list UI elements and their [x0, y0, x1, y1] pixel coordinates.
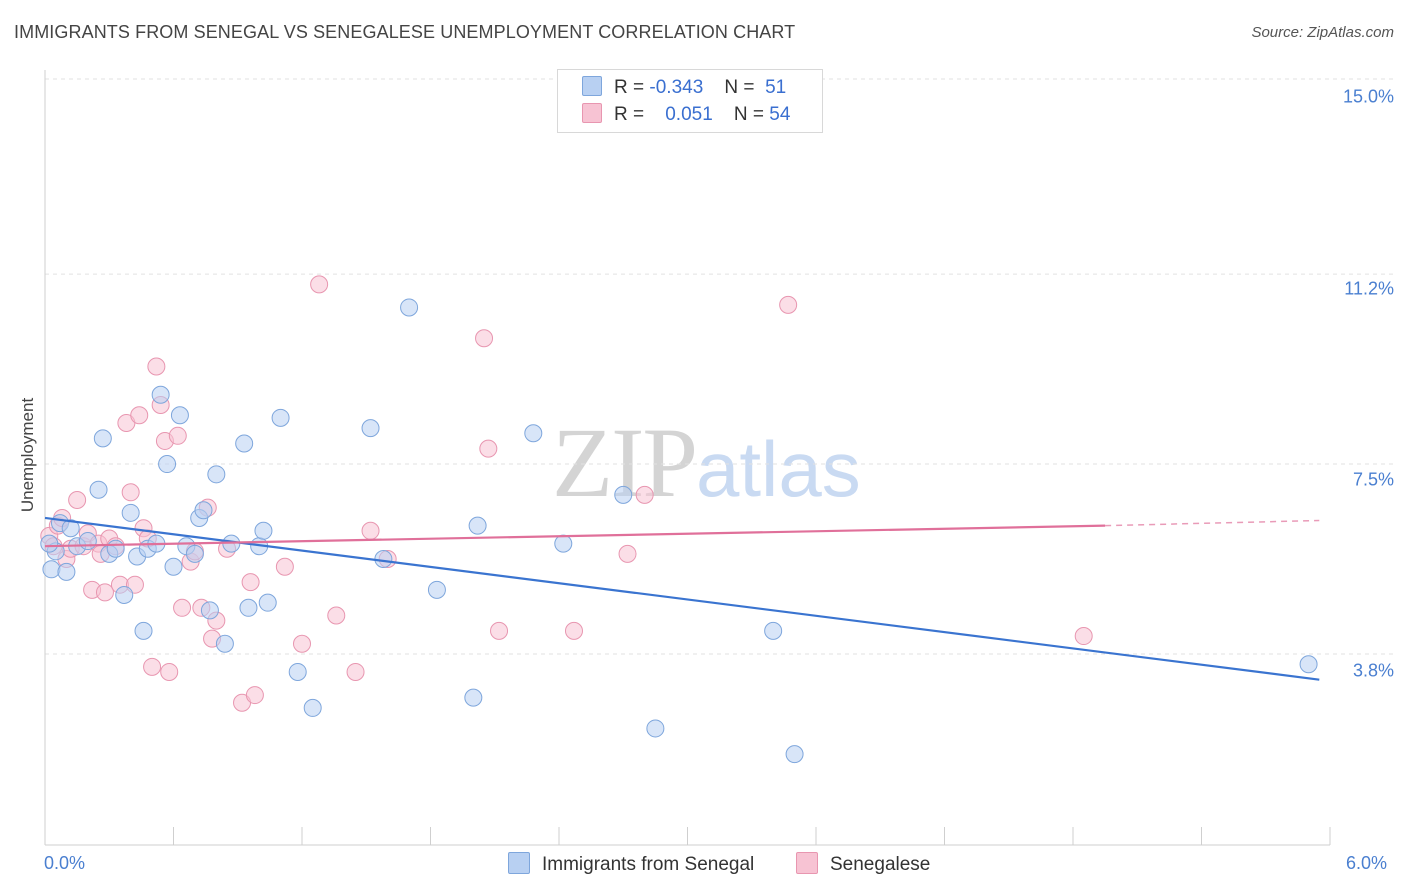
data-point-immigrants	[200, 601, 219, 620]
series-name: Immigrants from Senegal	[542, 854, 755, 875]
data-point-immigrants	[254, 521, 273, 540]
legend-n-value: 54	[769, 104, 791, 125]
data-point-immigrants	[185, 544, 204, 563]
data-point-immigrants	[427, 580, 446, 599]
trend-line-immigrants	[44, 516, 1320, 681]
trend-line-senegalese-extension	[1105, 519, 1320, 527]
data-point-senegalese	[346, 662, 365, 681]
data-point-senegalese	[475, 329, 494, 348]
data-point-immigrants	[170, 406, 189, 425]
data-point-immigrants	[646, 719, 665, 738]
legend-row-blue: R = -0.343 N = 51	[582, 76, 786, 102]
source-label: Source: ZipAtlas.com	[1251, 24, 1394, 41]
data-point-immigrants	[524, 424, 543, 443]
data-point-senegalese	[327, 606, 346, 625]
watermark-atlas: atlas	[696, 425, 861, 513]
bottom-legend-pink: Senegalese	[796, 852, 930, 876]
data-point-senegalese	[479, 439, 498, 458]
data-point-senegalese	[241, 573, 260, 592]
legend-row-pink: R = 0.051 N = 54	[582, 103, 790, 129]
data-point-immigrants	[361, 419, 380, 438]
data-point-immigrants	[239, 598, 258, 617]
data-point-immigrants	[288, 662, 307, 681]
data-point-senegalese	[779, 295, 798, 314]
data-point-immigrants	[303, 698, 322, 717]
legend: R = -0.343 N = 51 R = 0.051 N = 54	[557, 69, 823, 133]
legend-swatch-blue	[582, 76, 602, 96]
data-point-immigrants	[164, 557, 183, 576]
legend-r-value: 0.051	[665, 104, 713, 125]
data-point-senegalese	[121, 483, 140, 502]
data-point-immigrants	[106, 539, 125, 558]
bottom-legend-swatch-blue	[508, 852, 530, 874]
data-point-senegalese	[130, 406, 149, 425]
data-point-senegalese	[635, 485, 654, 504]
data-point-immigrants	[40, 534, 59, 553]
data-point-immigrants	[785, 745, 804, 764]
y-axis-label: Unemployment	[18, 397, 37, 513]
y-tick-label: 7.5%	[1352, 469, 1394, 490]
legend-n-label: N =	[733, 104, 765, 125]
data-point-immigrants	[115, 585, 134, 604]
data-point-senegalese	[160, 662, 179, 681]
data-point-immigrants	[374, 550, 393, 569]
data-point-immigrants	[271, 408, 290, 427]
data-point-immigrants	[89, 480, 108, 499]
y-tick-label: 3.8%	[1352, 660, 1394, 681]
data-point-senegalese	[173, 598, 192, 617]
data-point-immigrants	[61, 519, 80, 538]
legend-n-label: N =	[724, 77, 755, 98]
data-point-immigrants	[134, 621, 153, 640]
data-point-immigrants	[468, 516, 487, 535]
data-point-immigrants	[400, 298, 419, 317]
x-tick-label: 6.0%	[1346, 853, 1388, 873]
data-point-immigrants	[57, 562, 76, 581]
trend-line-senegalese	[44, 524, 1106, 548]
y-tick-label: 15.0%	[1342, 86, 1394, 107]
bottom-legend-swatch-pink	[796, 852, 818, 874]
data-point-immigrants	[151, 385, 170, 404]
data-point-senegalese	[68, 490, 87, 509]
data-point-immigrants	[258, 593, 277, 612]
legend-n-value: 51	[765, 77, 787, 98]
data-point-immigrants	[764, 621, 783, 640]
series-name: Senegalese	[830, 854, 931, 875]
data-point-immigrants	[464, 688, 483, 707]
data-point-immigrants	[1299, 655, 1318, 674]
data-point-immigrants	[42, 560, 61, 579]
legend-r-label: R =	[614, 104, 645, 125]
data-point-immigrants	[235, 434, 254, 453]
data-point-senegalese	[1074, 627, 1093, 646]
y-tick-label: 11.2%	[1344, 278, 1394, 299]
data-point-senegalese	[293, 634, 311, 653]
data-point-immigrants	[93, 429, 112, 448]
data-point-senegalese	[143, 657, 162, 676]
data-point-immigrants	[121, 503, 140, 522]
legend-swatch-pink	[582, 103, 602, 123]
data-point-senegalese	[618, 544, 637, 563]
chart-title: IMMIGRANTS FROM SENEGAL VS SENEGALESE UN…	[14, 22, 796, 42]
bottom-legend-blue: Immigrants from Senegal	[508, 852, 754, 876]
data-point-senegalese	[564, 621, 583, 640]
data-point-immigrants	[207, 465, 226, 484]
data-point-senegalese	[245, 686, 264, 705]
data-point-senegalese	[275, 557, 294, 576]
legend-r-label: R =	[614, 77, 645, 98]
data-point-senegalese	[361, 521, 380, 540]
data-point-immigrants	[554, 534, 573, 553]
data-point-immigrants	[194, 501, 213, 520]
data-point-senegalese	[490, 621, 509, 640]
data-point-senegalese	[310, 275, 329, 294]
data-point-senegalese	[147, 357, 166, 376]
data-point-immigrants	[78, 532, 97, 551]
data-point-immigrants	[158, 455, 177, 474]
x-tick-label: 0.0%	[44, 853, 86, 873]
data-point-senegalese	[95, 583, 114, 602]
data-point-senegalese	[168, 426, 187, 445]
legend-r-value: -0.343	[649, 77, 704, 98]
data-point-immigrants	[215, 634, 234, 653]
data-point-immigrants	[614, 485, 633, 504]
